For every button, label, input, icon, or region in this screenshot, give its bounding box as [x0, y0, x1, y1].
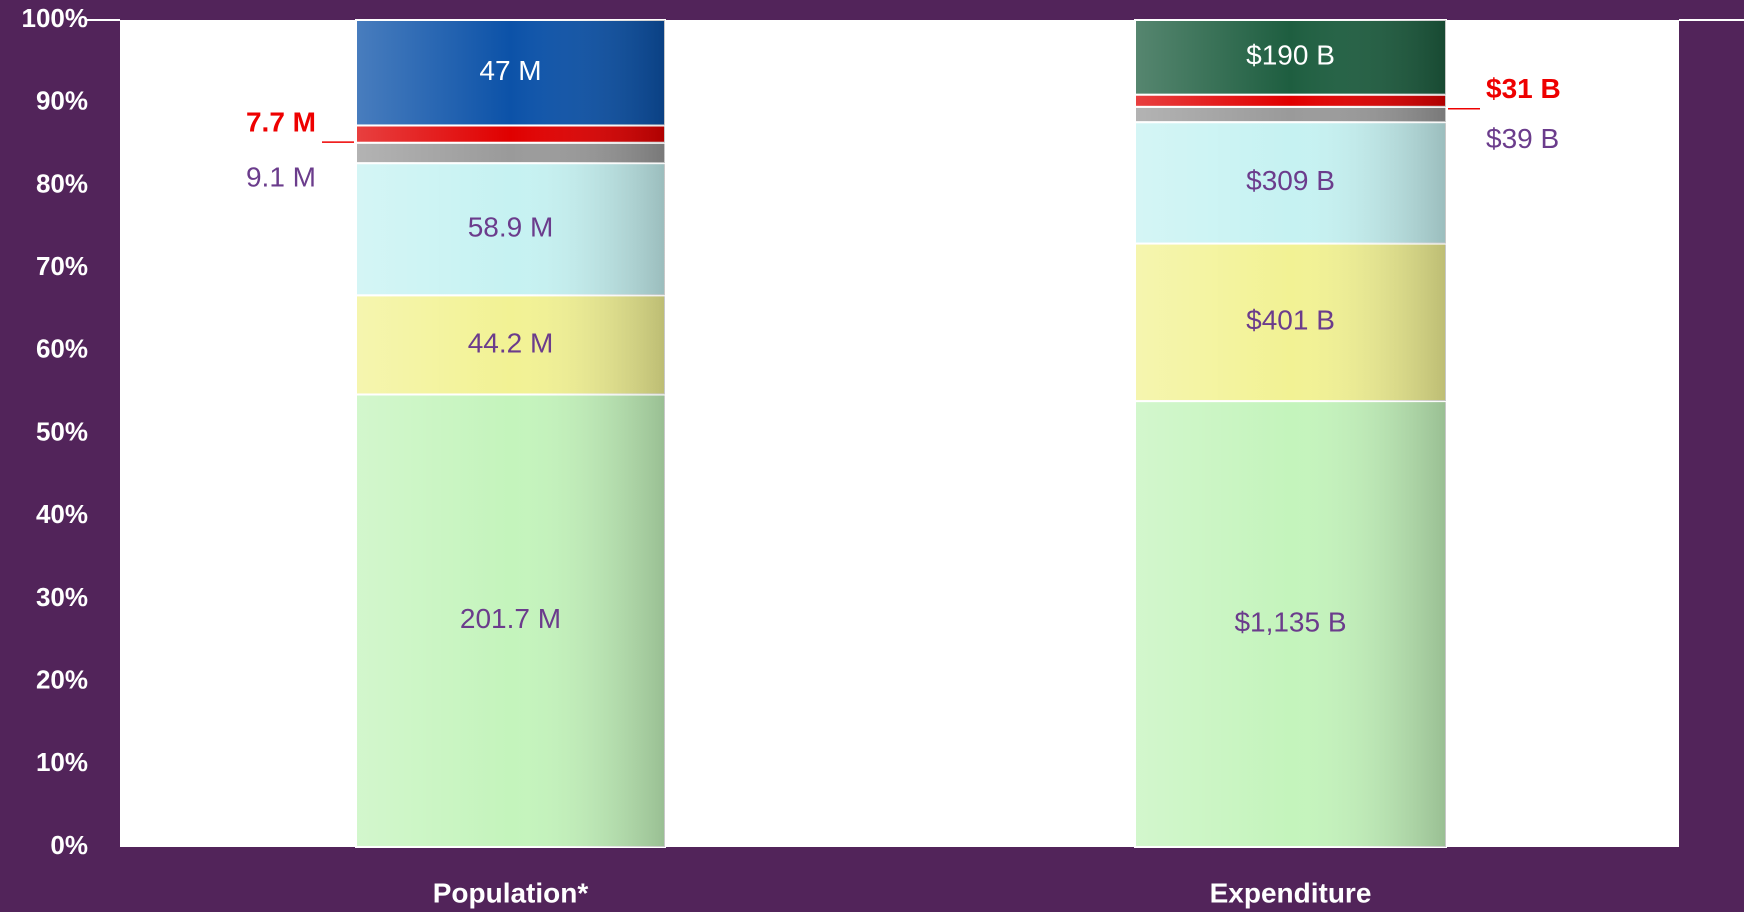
y-tick-label: 10%	[36, 747, 88, 777]
bar-shade	[356, 163, 665, 296]
bar-shade	[1135, 106, 1446, 123]
y-tick-label: 0%	[50, 830, 88, 860]
bar-shade	[356, 142, 665, 164]
value-label: 47 M	[479, 55, 541, 86]
bar-shade	[1135, 243, 1446, 402]
value-label: $39 B	[1486, 123, 1559, 154]
value-label: $401 B	[1246, 305, 1335, 336]
value-label: $31 B	[1486, 73, 1561, 104]
y-tick-label: 20%	[36, 664, 88, 694]
bar-shade	[356, 20, 665, 126]
value-label: 7.7 M	[246, 106, 316, 137]
bar-shade	[1135, 20, 1446, 95]
y-tick-label: 80%	[36, 168, 88, 198]
y-tick-label: 60%	[36, 334, 88, 364]
value-label: $309 B	[1246, 165, 1335, 196]
value-label: 9.1 M	[246, 161, 316, 192]
y-tick-label: 30%	[36, 582, 88, 612]
y-tick-label: 40%	[36, 499, 88, 529]
bar-shade	[1135, 94, 1446, 107]
value-label: 58.9 M	[468, 212, 554, 243]
x-tick-label: Expenditure	[1210, 877, 1372, 908]
bar-shade	[1135, 401, 1446, 847]
y-tick-label: 50%	[36, 416, 88, 446]
value-label: $190 B	[1246, 40, 1335, 71]
value-label: 44.2 M	[468, 327, 554, 358]
bar-shade	[1135, 122, 1446, 244]
y-tick-label: 70%	[36, 251, 88, 281]
x-tick-label: Population*	[433, 877, 589, 908]
bar-shade	[356, 394, 665, 847]
bar-shade	[356, 295, 665, 395]
value-label: $1,135 B	[1234, 606, 1346, 637]
y-tick-label: 100%	[22, 3, 89, 33]
bar-shade	[356, 125, 665, 143]
value-label: 201.7 M	[460, 603, 561, 634]
y-tick-label: 90%	[36, 86, 88, 116]
